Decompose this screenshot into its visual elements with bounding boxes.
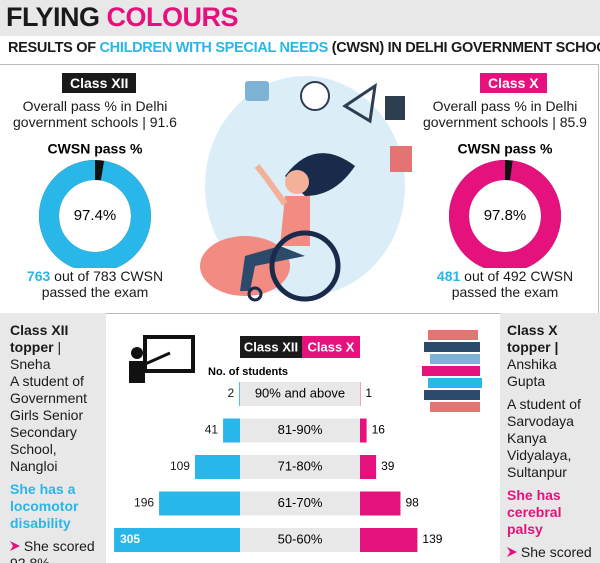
arrow-icon xyxy=(507,547,517,557)
value-label: 305 xyxy=(120,532,140,546)
category-label: 61-70% xyxy=(278,495,323,510)
category-label: 81-90% xyxy=(278,422,323,437)
legs xyxy=(240,246,305,291)
donut-title: CWSN pass % xyxy=(458,141,553,157)
arrow-icon xyxy=(10,541,20,551)
bar xyxy=(360,491,401,516)
count: 763 xyxy=(26,268,51,284)
topper: Class X topper | Anshika Gupta A student… xyxy=(507,322,597,563)
subtitle-part: CHILDREN WITH SPECIAL NEEDS xyxy=(99,40,329,56)
bar xyxy=(194,455,240,479)
category-bg xyxy=(240,528,360,552)
bar xyxy=(360,455,377,479)
icon xyxy=(390,146,412,172)
title: FLYING COLOURS xyxy=(6,2,239,33)
icon xyxy=(385,96,405,120)
count-label: out of 492 CWSN passed the exam xyxy=(451,268,574,300)
bar xyxy=(360,528,418,552)
topper-condition: She has cerebral palsy xyxy=(507,487,562,537)
value-label: 139 xyxy=(422,532,442,546)
topper-school: A student of Government Girls Senior Sec… xyxy=(10,373,88,474)
topper-condition: She has a locomotor disability xyxy=(10,481,79,531)
bar xyxy=(114,528,240,552)
subtitle-part: RESULTS OF xyxy=(8,40,96,56)
subtitle-part: (CWSN) IN DELHI GOVERNMENT SCHOOLS xyxy=(331,40,600,56)
category-label: 90% and above xyxy=(255,385,345,400)
value-label: 196 xyxy=(134,496,154,510)
header-bg xyxy=(0,0,600,36)
axis-label: No. of students xyxy=(208,366,288,378)
badge: Class XII xyxy=(62,73,137,93)
icon xyxy=(300,81,330,111)
category-bg xyxy=(240,491,360,516)
badge: Class X xyxy=(480,73,547,93)
teacher-icon xyxy=(129,335,195,383)
count-text: 763 out of 783 CWSN passed the exam xyxy=(5,268,185,300)
donut-segment xyxy=(449,160,561,268)
overall-text: Overall pass % in Delhi government schoo… xyxy=(13,98,177,130)
donut-label: 97.8% xyxy=(484,207,527,224)
bar xyxy=(239,382,240,406)
value-label: 98 xyxy=(405,496,419,510)
topper-school: A student of Sarvodaya Kanya Vidyalaya, … xyxy=(507,396,581,480)
icon xyxy=(342,82,377,124)
topper-heading: Class X topper | xyxy=(507,322,559,355)
legend-swatch xyxy=(240,336,302,358)
category-bg xyxy=(240,418,360,443)
illustration xyxy=(200,76,412,302)
title-part: FLYING xyxy=(6,2,100,32)
donut-label: 97.4% xyxy=(74,207,117,224)
topper-score: She scored 92.8% xyxy=(10,538,95,563)
bar xyxy=(360,418,367,443)
butterfly-chart: Class XII Class X No. of students 90% and a… xyxy=(114,336,443,552)
donut-title: CWSN pass % xyxy=(48,141,143,157)
arm xyxy=(254,164,288,206)
head xyxy=(285,170,309,194)
value-label: 41 xyxy=(205,423,219,437)
bar xyxy=(223,418,240,443)
count: 481 xyxy=(436,268,461,284)
topper-score: She scored 91% xyxy=(507,544,592,563)
overall-text: Overall pass % in Delhi government schoo… xyxy=(423,98,587,130)
wheel xyxy=(247,286,263,302)
icon xyxy=(245,81,269,101)
donut-chart: CWSN pass % 97.4% xyxy=(39,141,151,268)
legend-label: Class X xyxy=(308,339,355,354)
top-box xyxy=(0,64,599,314)
topper-name: Anshika Gupta xyxy=(507,356,557,389)
subtitle: RESULTS OF CHILDREN WITH SPECIAL NEEDS (… xyxy=(8,40,600,56)
category-label: 71-80% xyxy=(278,458,323,473)
value-label: 16 xyxy=(372,423,386,437)
count-label: out of 783 CWSN passed the exam xyxy=(41,268,164,300)
donut-segment xyxy=(39,160,151,268)
legend-swatch xyxy=(302,336,360,358)
value-label: 1 xyxy=(365,386,372,400)
bar xyxy=(159,491,240,516)
topper: Class XII topper | Sneha A student of Go… xyxy=(10,322,102,563)
value-label: 39 xyxy=(381,459,395,473)
legend-label: Class XII xyxy=(244,339,298,354)
category-bg xyxy=(240,382,360,406)
count-text: 481 out of 492 CWSN passed the exam xyxy=(415,268,595,300)
left-panel xyxy=(0,313,106,563)
value-label: 109 xyxy=(170,459,190,473)
right-panel xyxy=(500,313,600,563)
value-label: 2 xyxy=(227,386,234,400)
books-icon xyxy=(422,330,482,412)
category-bg xyxy=(240,455,360,479)
topper-heading: Class XII topper xyxy=(10,322,69,355)
wheel xyxy=(269,230,341,302)
title-part: COLOURS xyxy=(106,2,239,32)
donut-chart: CWSN pass % 97.8% xyxy=(449,141,561,268)
category-label: 50-60% xyxy=(278,531,323,546)
topper-name: | Sneha xyxy=(10,339,62,372)
